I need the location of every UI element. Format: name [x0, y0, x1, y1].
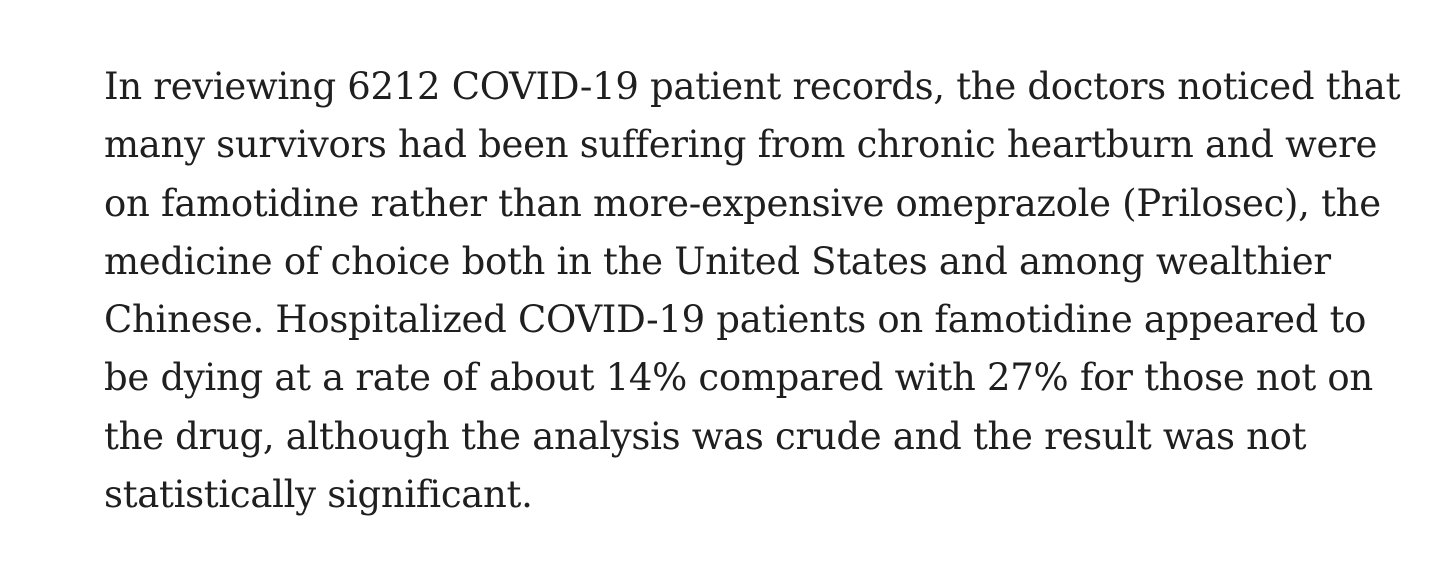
paragraph-line: the drug, although the analysis was crud…	[104, 414, 1307, 458]
paragraph-line: statistically significant.	[104, 473, 533, 517]
paragraph-line: Chinese. Hospitalized COVID-19 patients …	[104, 298, 1367, 342]
paragraph-line: be dying at a rate of about 14% compared…	[104, 356, 1373, 400]
paragraph-line: medicine of choice both in the United St…	[104, 239, 1331, 283]
paragraph-line: many survivors had been suffering from c…	[104, 123, 1378, 167]
paragraph-line: on famotidine rather than more-expensive…	[104, 181, 1381, 225]
article-paragraph: In reviewing 6212 COVID-19 patient recor…	[104, 58, 1404, 524]
paragraph-line: In reviewing 6212 COVID-19 patient recor…	[104, 65, 1401, 108]
